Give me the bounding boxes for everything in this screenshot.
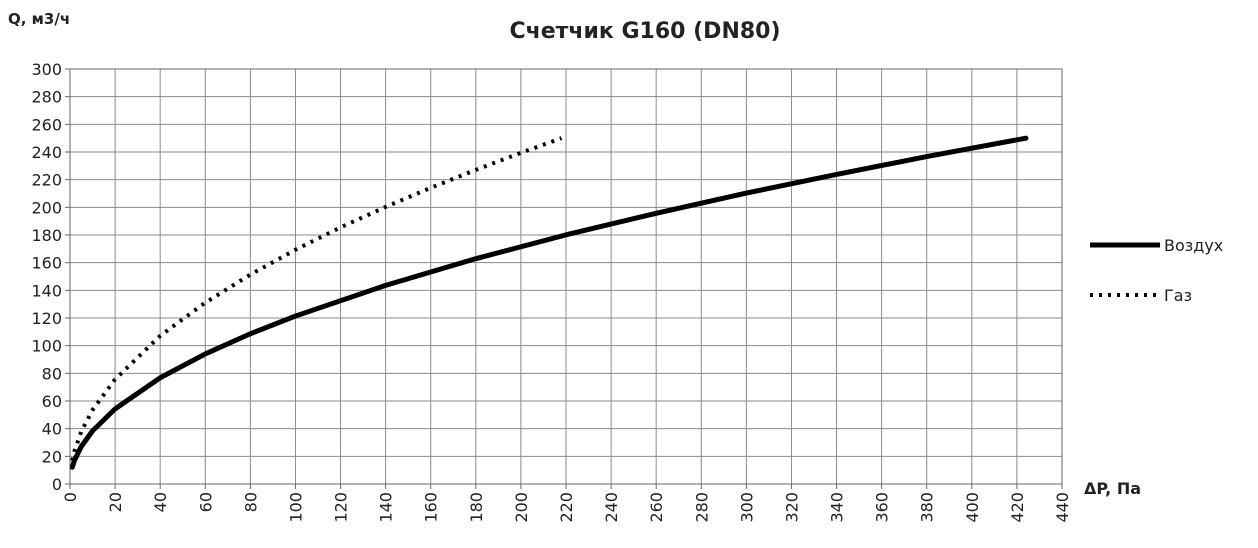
x-tick-label: 120 bbox=[332, 492, 351, 523]
x-tick-label: 420 bbox=[1008, 492, 1027, 523]
y-tick-label: 220 bbox=[31, 171, 62, 190]
x-axis-label: ΔP, Па bbox=[1084, 479, 1141, 498]
y-tick-label: 260 bbox=[31, 115, 62, 134]
y-tick-label: 160 bbox=[31, 254, 62, 273]
x-tick-label: 360 bbox=[873, 492, 892, 523]
y-tick-label: 20 bbox=[42, 447, 62, 466]
legend-label: Воздух bbox=[1164, 236, 1223, 255]
y-tick-label: 200 bbox=[31, 198, 62, 217]
y-tick-label: 0 bbox=[52, 475, 62, 494]
x-tick-label: 240 bbox=[602, 492, 621, 523]
series-line bbox=[69, 135, 1029, 470]
chart-title: Счетчик G160 (DN80) bbox=[509, 19, 780, 44]
x-tick-label: 440 bbox=[1053, 492, 1072, 523]
x-tick-label: 260 bbox=[647, 492, 666, 523]
x-tick-label: 300 bbox=[737, 492, 756, 523]
x-tick-label: 400 bbox=[963, 492, 982, 523]
y-tick-label: 120 bbox=[31, 309, 62, 328]
x-tick-label: 160 bbox=[422, 492, 441, 523]
plot-frame bbox=[69, 68, 1063, 485]
x-tick-label: 220 bbox=[557, 492, 576, 523]
x-tick-label: 140 bbox=[377, 492, 396, 523]
x-tick-label: 200 bbox=[512, 492, 531, 523]
x-tick-label: 60 bbox=[196, 492, 215, 512]
x-tick-label: 100 bbox=[286, 492, 305, 523]
y-tick-label: 240 bbox=[31, 143, 62, 162]
x-tick-label: 380 bbox=[918, 492, 937, 523]
y-axis-label: Q, м3/ч bbox=[8, 10, 70, 28]
x-tick-label: 320 bbox=[782, 492, 801, 523]
y-tick-label: 280 bbox=[31, 88, 62, 107]
legend-label: Газ bbox=[1164, 286, 1192, 305]
y-tick-label: 180 bbox=[31, 226, 62, 245]
y-tick-label: 80 bbox=[42, 364, 62, 383]
x-tick-label: 20 bbox=[106, 492, 125, 512]
y-tick-label: 100 bbox=[31, 337, 62, 356]
x-tick-label: 340 bbox=[828, 492, 847, 523]
series-line bbox=[70, 136, 563, 462]
y-tick-label: 300 bbox=[31, 60, 62, 79]
y-tick-label: 40 bbox=[42, 420, 62, 439]
x-tick-label: 80 bbox=[241, 492, 260, 512]
x-tick-label: 280 bbox=[692, 492, 711, 523]
x-tick-label: 40 bbox=[151, 492, 170, 512]
y-tick-label: 60 bbox=[42, 392, 62, 411]
x-tick-label: 180 bbox=[467, 492, 486, 523]
y-tick-label: 140 bbox=[31, 281, 62, 300]
x-tick-label: 0 bbox=[61, 492, 80, 502]
